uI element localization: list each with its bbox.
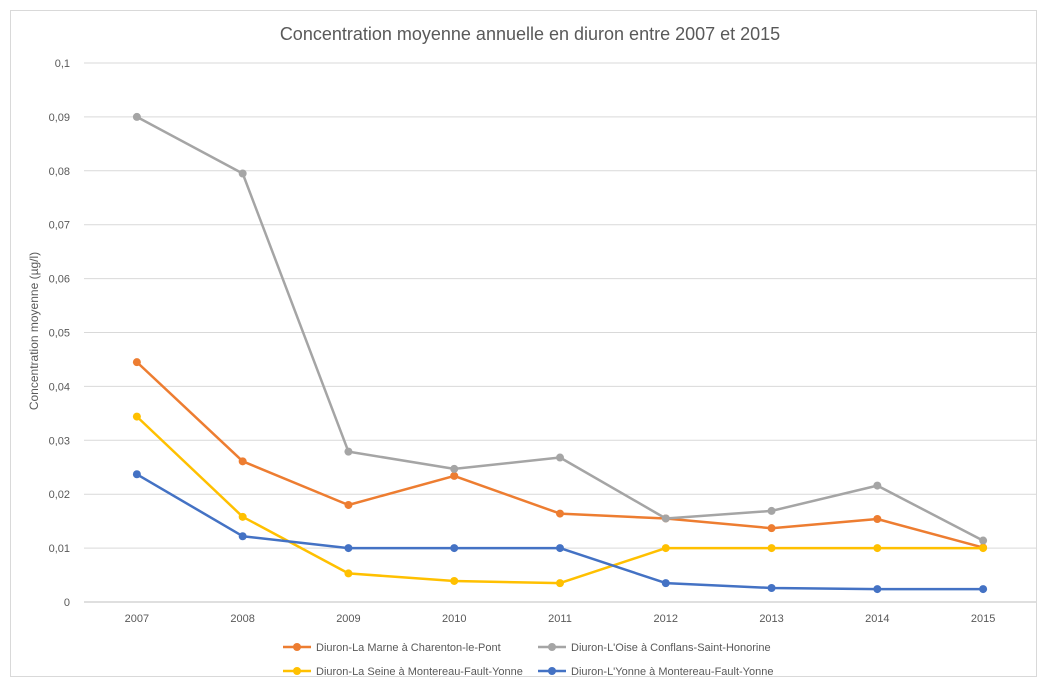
series-line [136, 115, 984, 542]
data-point [450, 576, 459, 585]
legend-label: Diuron-La Marne à Charenton-le-Pont [316, 642, 501, 654]
chart-title: Concentration moyenne annuelle en diuron… [280, 24, 780, 44]
y-tick-label: 0,09 [49, 112, 70, 124]
gridlines [84, 62, 1036, 603]
data-point [450, 464, 459, 473]
x-axis-ticks: 2007 2008 2009 2010 2011 2012 2013 2014 2015 [125, 613, 996, 625]
data-point [873, 481, 882, 490]
x-tick-label: 2008 [230, 613, 254, 625]
x-tick-label: 2013 [759, 613, 783, 625]
y-tick-label: 0,1 [55, 58, 70, 70]
legend-marker [293, 643, 301, 651]
data-point [450, 544, 459, 553]
x-tick-label: 2007 [125, 613, 149, 625]
data-point [344, 447, 353, 456]
legend-marker [548, 667, 556, 675]
data-point [132, 358, 141, 367]
legend-label: Diuron-L'Oise à Conflans-Saint-Honorine [571, 642, 771, 654]
data-point [132, 412, 141, 421]
legend-entry: Diuron-La Marne à Charenton-le-Pont [283, 642, 501, 654]
series-3 [132, 412, 988, 588]
data-point [238, 457, 247, 466]
data-point [767, 544, 776, 553]
y-tick-label: 0,06 [49, 274, 70, 286]
y-tick-label: 0,04 [49, 381, 70, 393]
x-tick-label: 2014 [865, 613, 889, 625]
y-tick-label: 0,01 [49, 543, 70, 555]
data-point [238, 532, 247, 541]
data-point [767, 524, 776, 533]
data-point [344, 500, 353, 509]
series-4 [132, 470, 988, 594]
data-point [873, 585, 882, 594]
legend-entry: Diuron-La Seine à Montereau-Fault-Yonne [283, 666, 523, 678]
legend-entry: Diuron-L'Yonne à Montereau-Fault-Yonne [538, 666, 773, 678]
data-point [132, 470, 141, 479]
legend-label: Diuron-L'Yonne à Montereau-Fault-Yonne [571, 666, 773, 678]
data-point [661, 514, 670, 523]
y-tick-label: 0,03 [49, 435, 70, 447]
data-point [344, 544, 353, 553]
data-point [873, 544, 882, 553]
x-tick-label: 2012 [654, 613, 678, 625]
data-point [132, 112, 141, 121]
data-point [344, 569, 353, 578]
x-tick-label: 2015 [971, 613, 995, 625]
data-point [979, 536, 988, 545]
y-tick-label: 0,08 [49, 166, 70, 178]
data-point [556, 509, 564, 518]
y-tick-label: 0,05 [49, 328, 70, 340]
x-tick-label: 2010 [442, 613, 466, 625]
data-point [556, 544, 564, 553]
data-point [238, 512, 247, 521]
series-2 [132, 112, 988, 545]
y-tick-label: 0,07 [49, 220, 70, 232]
y-axis-label: Concentration moyenne (µg/l) [27, 252, 41, 410]
y-tick-label: 0 [64, 597, 70, 609]
legend-label: Diuron-La Seine à Montereau-Fault-Yonne [316, 666, 523, 678]
legend-marker [548, 643, 556, 651]
y-axis-ticks: 0 0,01 0,02 0,03 0,04 0,05 0,06 0,07 0,08 0,09 0,1 [49, 58, 70, 609]
x-tick-label: 2009 [336, 613, 360, 625]
chart-frame [10, 10, 1037, 677]
legend-entry: Diuron-L'Oise à Conflans-Saint-Honorine [538, 642, 771, 654]
data-point [450, 471, 459, 480]
legend: Diuron-La Marne à Charenton-le-Pont Diuro… [283, 642, 773, 678]
data-point [979, 585, 988, 594]
data-point [767, 583, 776, 592]
data-point [661, 579, 670, 588]
y-tick-label: 0,02 [49, 489, 70, 501]
series-line [136, 415, 984, 585]
legend-marker [293, 667, 301, 675]
data-point [556, 579, 564, 588]
series-lines [132, 112, 988, 594]
data-point [979, 544, 988, 553]
data-point [238, 169, 247, 178]
data-point [767, 506, 776, 515]
data-point [661, 544, 670, 553]
data-point [873, 514, 882, 523]
data-point [556, 453, 564, 462]
x-tick-label: 2011 [548, 613, 572, 625]
